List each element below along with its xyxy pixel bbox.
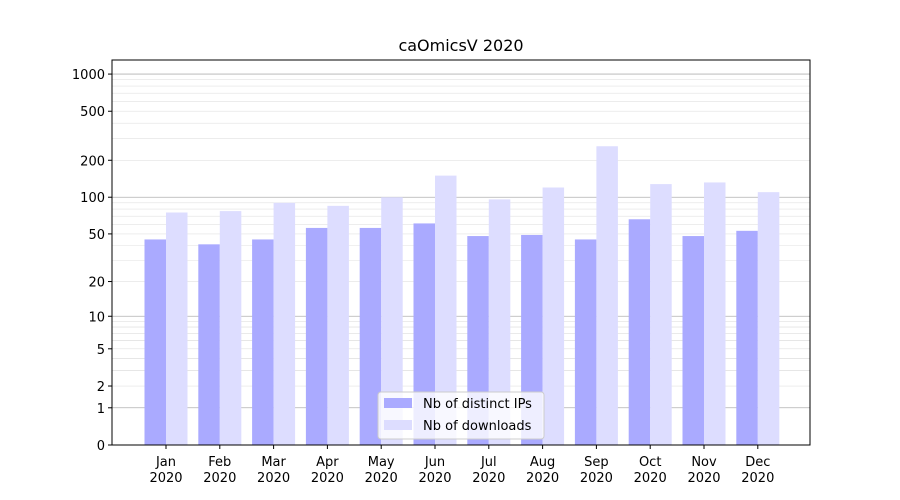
x-tick-label-year: 2020: [741, 471, 774, 486]
y-tick-label: 100: [80, 191, 105, 206]
bar-distinct-ips: [628, 219, 651, 445]
x-tick-label-month: Jan: [155, 455, 176, 470]
x-tick-label-year: 2020: [203, 471, 236, 486]
y-tick-label: 20: [88, 276, 105, 291]
bar-downloads: [542, 187, 565, 446]
x-axis: Jan2020Feb2020Mar2020Apr2020May2020Jun20…: [149, 445, 774, 486]
y-tick-label: 10: [88, 310, 105, 325]
bar-downloads: [704, 182, 726, 446]
bar-distinct-ips: [736, 230, 758, 445]
x-tick-label-year: 2020: [687, 471, 720, 486]
x-tick-label-year: 2020: [418, 471, 451, 486]
x-tick-label-month: Apr: [316, 455, 339, 470]
x-tick-label-month: Nov: [691, 455, 717, 470]
x-tick-label-month: Aug: [530, 455, 555, 470]
bar-distinct-ips: [305, 227, 328, 445]
x-tick-label-year: 2020: [472, 471, 505, 486]
legend: Nb of distinct IPs Nb of downloads: [377, 391, 545, 440]
legend-box: [377, 391, 545, 440]
x-tick-label-year: 2020: [365, 471, 398, 486]
legend-label-distinct-ips: Nb of distinct IPs: [423, 397, 532, 412]
y-tick-label: 500: [80, 105, 105, 120]
x-tick-label-month: Jul: [480, 455, 497, 470]
plot-frame: [111, 59, 811, 446]
bar-downloads: [219, 211, 242, 445]
bar-downloads: [166, 212, 188, 445]
x-tick-label-month: Oct: [639, 455, 661, 470]
bar-distinct-ips: [359, 227, 382, 445]
bar-downloads: [381, 197, 403, 445]
x-tick-label-month: Feb: [208, 455, 231, 470]
x-tick-label-year: 2020: [257, 471, 290, 486]
bar-downloads: [435, 175, 457, 446]
bar-downloads: [273, 202, 296, 445]
x-tick-label-year: 2020: [634, 471, 667, 486]
x-tick-label-year: 2020: [526, 471, 559, 486]
bar-downloads: [327, 205, 349, 445]
y-tick-label: 1000: [72, 68, 105, 83]
legend-swatch-distinct-ips: [384, 398, 412, 408]
bar-distinct-ips: [198, 244, 220, 445]
x-tick-label-month: Jun: [424, 455, 445, 470]
bar-downloads: [488, 199, 511, 445]
x-tick-label-year: 2020: [311, 471, 344, 486]
x-tick-label-year: 2020: [149, 471, 182, 486]
bar-downloads: [596, 146, 618, 445]
bar-distinct-ips: [574, 239, 597, 445]
y-tick-label: 0: [97, 439, 105, 454]
y-tick-label: 1: [97, 402, 105, 417]
y-tick-label: 200: [80, 154, 105, 169]
bar-distinct-ips: [413, 223, 435, 445]
x-tick-label-year: 2020: [580, 471, 613, 486]
y-tick-label: 2: [97, 380, 105, 395]
chart-title: caOmicsV 2020: [398, 36, 523, 55]
y-axis: 0 1 2 5 10 20 50 100 200 500 1000: [72, 68, 112, 454]
y-tick-label: 5: [97, 343, 105, 358]
legend-label-downloads: Nb of downloads: [423, 419, 532, 434]
bar-downloads: [650, 184, 672, 445]
bar-distinct-ips: [252, 239, 274, 445]
x-tick-label-month: Mar: [261, 455, 286, 470]
x-tick-label-month: Dec: [745, 455, 770, 470]
x-tick-label-month: May: [368, 455, 395, 470]
y-tick-label: 50: [88, 228, 105, 243]
legend-swatch-downloads: [384, 420, 412, 430]
bar-distinct-ips: [144, 239, 166, 445]
bar-downloads: [757, 192, 780, 445]
x-tick-label-month: Sep: [584, 455, 609, 470]
bar-distinct-ips: [682, 236, 704, 445]
